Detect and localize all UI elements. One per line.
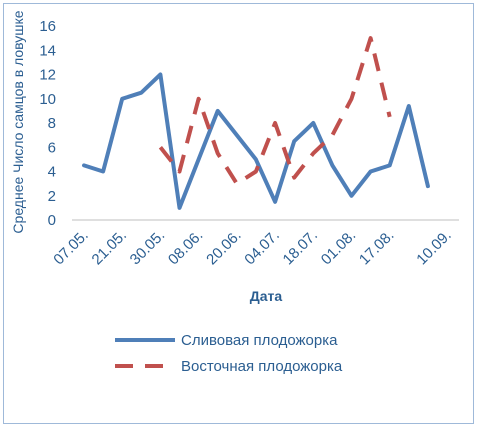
y-tick-label: 6 bbox=[48, 139, 56, 156]
x-tick-label: 07.05. bbox=[50, 227, 92, 269]
y-tick-label: 0 bbox=[48, 212, 56, 229]
y-tick-label: 16 bbox=[39, 18, 56, 35]
y-tick-label: 12 bbox=[39, 67, 56, 84]
y-tick-label: 14 bbox=[39, 42, 56, 59]
x-axis-ticks: 07.05.21.05.30.05.08.06.20.06.04.07.18.0… bbox=[50, 227, 455, 269]
x-tick-label: 01.08. bbox=[318, 227, 360, 269]
x-tick-label: 17.08. bbox=[356, 227, 398, 269]
x-axis-title: Дата bbox=[250, 288, 283, 304]
y-axis-ticks: 0 2 4 6 8 10 12 14 16 bbox=[39, 18, 56, 229]
legend: Сливовая плодожорка Восточная плодожорка bbox=[115, 332, 343, 375]
series-line-dashed bbox=[158, 36, 392, 186]
y-tick-label: 2 bbox=[48, 188, 56, 205]
x-tick-label: 04.07. bbox=[241, 227, 283, 269]
legend-label: Сливовая плодожорка bbox=[181, 332, 338, 349]
chart-frame bbox=[3, 3, 474, 424]
x-tick-label: 10.09. bbox=[413, 227, 455, 269]
x-tick-label: 20.06. bbox=[203, 227, 245, 269]
x-tick-label: 21.05. bbox=[89, 227, 131, 269]
y-tick-label: 10 bbox=[39, 91, 56, 108]
y-tick-label: 4 bbox=[48, 164, 56, 181]
x-tick-label: 08.06. bbox=[165, 227, 207, 269]
y-axis-title: Среднее Число самцов в ловушке bbox=[10, 10, 26, 233]
y-tick-label: 8 bbox=[48, 115, 56, 132]
series-lines bbox=[82, 36, 430, 210]
x-tick-label: 30.05. bbox=[127, 227, 169, 269]
series-line-solid bbox=[82, 72, 430, 210]
x-tick-label: 18.07. bbox=[280, 227, 322, 269]
legend-label: Восточная плодожорка bbox=[181, 358, 343, 375]
